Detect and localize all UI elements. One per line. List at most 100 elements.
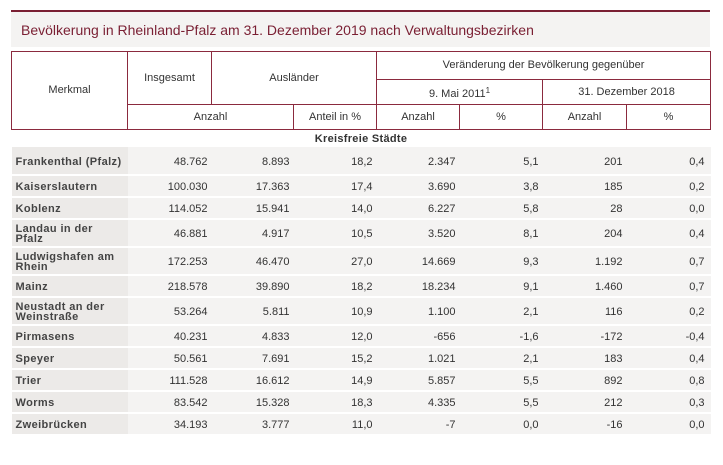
cell-insgesamt: 114.052 bbox=[127, 197, 212, 220]
cell-mai-pct: 2,1 bbox=[459, 297, 543, 326]
header-dez-2018: 31. Dezember 2018 bbox=[542, 79, 712, 105]
cell-mai-pct: 8,1 bbox=[459, 219, 543, 248]
cell-auslaender: 17.363 bbox=[211, 175, 294, 198]
cell-mai-pct: 5,1 bbox=[459, 147, 543, 176]
cell-auslaender: 16.612 bbox=[211, 369, 294, 392]
footnote-marker: 1 bbox=[485, 85, 491, 95]
cell-dez-pct: -0,4 bbox=[626, 325, 711, 348]
cell-mai-pct: 3,8 bbox=[459, 175, 543, 198]
cell-mai-anzahl: 5.857 bbox=[376, 369, 460, 392]
cell-dez-pct: 0,0 bbox=[626, 197, 711, 220]
cell-anteil: 17,4 bbox=[293, 175, 377, 198]
header-mai-label: 9. Mai 2011 bbox=[428, 87, 486, 100]
header-pct-mai: % bbox=[459, 104, 544, 130]
header-auslaender: Ausländer bbox=[210, 51, 378, 105]
cell-dez-pct: 0,8 bbox=[626, 369, 711, 392]
table-row: Landau in der Pfalz 46.881 4.917 10,5 3.520 8… bbox=[11, 219, 711, 248]
row-label: Pirmasens bbox=[11, 325, 128, 348]
cell-dez-pct: 0,2 bbox=[626, 297, 711, 326]
cell-anteil: 10,9 bbox=[293, 297, 377, 326]
cell-dez-anzahl: -16 bbox=[542, 413, 627, 436]
table-row: Frankenthal (Pfalz) 48.762 8.893 18,2 2.347 5… bbox=[11, 147, 711, 176]
cell-dez-anzahl: -172 bbox=[542, 325, 627, 348]
cell-insgesamt: 48.762 bbox=[127, 147, 212, 176]
cell-dez-anzahl: 212 bbox=[542, 391, 627, 414]
row-label: Frankenthal (Pfalz) bbox=[11, 147, 128, 176]
cell-insgesamt: 40.231 bbox=[127, 325, 212, 348]
table-row: Speyer 50.561 7.691 15,2 1.021 2,1 183 0,4 bbox=[11, 347, 711, 370]
cell-anteil: 10,5 bbox=[293, 219, 377, 248]
cell-dez-anzahl: 185 bbox=[542, 175, 627, 198]
cell-auslaender: 4.917 bbox=[211, 219, 294, 248]
cell-dez-anzahl: 892 bbox=[542, 369, 627, 392]
cell-insgesamt: 172.253 bbox=[127, 247, 212, 276]
cell-mai-anzahl: 3.520 bbox=[376, 219, 460, 248]
cell-dez-pct: 0,4 bbox=[626, 347, 711, 370]
row-label: Trier bbox=[11, 369, 128, 392]
table-row: Mainz 218.578 39.890 18,2 18.234 9,1 1.460 0,7 bbox=[11, 275, 711, 298]
cell-dez-pct: 0,4 bbox=[626, 219, 711, 248]
table-title: Bevölkerung in Rheinland-Pfalz am 31. De… bbox=[11, 10, 710, 47]
cell-dez-pct: 0,0 bbox=[626, 413, 711, 436]
cell-anteil: 15,2 bbox=[293, 347, 377, 370]
header-anzahl-mai: Anzahl bbox=[376, 104, 461, 130]
section-heading: Kreisfreie Städte bbox=[11, 129, 711, 147]
cell-mai-pct: 9,3 bbox=[459, 247, 543, 276]
cell-insgesamt: 50.561 bbox=[127, 347, 212, 370]
cell-dez-pct: 0,7 bbox=[626, 275, 711, 298]
table-row: Koblenz 114.052 15.941 14,0 6.227 5,8 28 0,0 bbox=[11, 197, 711, 220]
row-label: Kaiserslautern bbox=[11, 175, 128, 198]
cell-mai-pct: 9,1 bbox=[459, 275, 543, 298]
cell-mai-pct: 5,5 bbox=[459, 369, 543, 392]
table-row: Pirmasens 40.231 4.833 12,0 -656 -1,6 -172 -0,4 bbox=[11, 325, 711, 348]
row-label: Zweibrücken bbox=[11, 413, 128, 436]
cell-mai-anzahl: 1.100 bbox=[376, 297, 460, 326]
cell-mai-anzahl: 3.690 bbox=[376, 175, 460, 198]
table-row: Zweibrücken 34.193 3.777 11,0 -7 0,0 -16 0,0 bbox=[11, 413, 711, 436]
table-row: Neustadt an der Weinstraße 53.264 5.811 10,… bbox=[11, 297, 711, 326]
cell-auslaender: 15.328 bbox=[211, 391, 294, 414]
table-container: Bevölkerung in Rheinland-Pfalz am 31. De… bbox=[11, 10, 712, 436]
table-row: Ludwigshafen am Rhein 172.253 46.470 27,0 14… bbox=[11, 247, 711, 276]
table-row: Worms 83.542 15.328 18,3 4.335 5,5 212 0,3 bbox=[11, 391, 711, 414]
cell-auslaender: 15.941 bbox=[211, 197, 294, 220]
cell-dez-anzahl: 204 bbox=[542, 219, 627, 248]
cell-dez-anzahl: 183 bbox=[542, 347, 627, 370]
cell-mai-anzahl: 1.021 bbox=[376, 347, 460, 370]
cell-mai-anzahl: 4.335 bbox=[376, 391, 460, 414]
cell-anteil: 14,0 bbox=[293, 197, 377, 220]
cell-insgesamt: 83.542 bbox=[127, 391, 212, 414]
cell-auslaender: 39.890 bbox=[211, 275, 294, 298]
cell-auslaender: 46.470 bbox=[211, 247, 294, 276]
cell-dez-anzahl: 116 bbox=[542, 297, 627, 326]
cell-dez-pct: 0,7 bbox=[626, 247, 711, 276]
cell-anteil: 14,9 bbox=[293, 369, 377, 392]
header-anzahl-dez: Anzahl bbox=[542, 104, 628, 130]
cell-mai-pct: 5,5 bbox=[459, 391, 543, 414]
cell-dez-pct: 0,3 bbox=[626, 391, 711, 414]
row-label: Ludwigshafen am Rhein bbox=[11, 247, 128, 276]
header-merkmal: Merkmal bbox=[11, 51, 128, 130]
cell-insgesamt: 111.528 bbox=[127, 369, 212, 392]
cell-insgesamt: 218.578 bbox=[127, 275, 212, 298]
cell-mai-anzahl: -7 bbox=[376, 413, 460, 436]
cell-dez-anzahl: 1.192 bbox=[542, 247, 627, 276]
row-label: Neustadt an der Weinstraße bbox=[11, 297, 128, 326]
row-label: Landau in der Pfalz bbox=[11, 219, 128, 248]
cell-dez-pct: 0,2 bbox=[626, 175, 711, 198]
cell-insgesamt: 34.193 bbox=[127, 413, 212, 436]
cell-mai-pct: 0,0 bbox=[459, 413, 543, 436]
cell-auslaender: 5.811 bbox=[211, 297, 294, 326]
header-mai-2011: 9. Mai 20111 bbox=[376, 79, 544, 105]
row-label: Koblenz bbox=[11, 197, 128, 220]
cell-dez-pct: 0,4 bbox=[626, 147, 711, 176]
cell-anteil: 18,2 bbox=[293, 275, 377, 298]
cell-auslaender: 4.833 bbox=[211, 325, 294, 348]
cell-mai-pct: -1,6 bbox=[459, 325, 543, 348]
cell-dez-anzahl: 201 bbox=[542, 147, 627, 176]
cell-anteil: 27,0 bbox=[293, 247, 377, 276]
cell-dez-anzahl: 1.460 bbox=[542, 275, 627, 298]
header-pct-dez: % bbox=[626, 104, 712, 130]
row-label: Mainz bbox=[11, 275, 128, 298]
cell-mai-anzahl: 2.347 bbox=[376, 147, 460, 176]
